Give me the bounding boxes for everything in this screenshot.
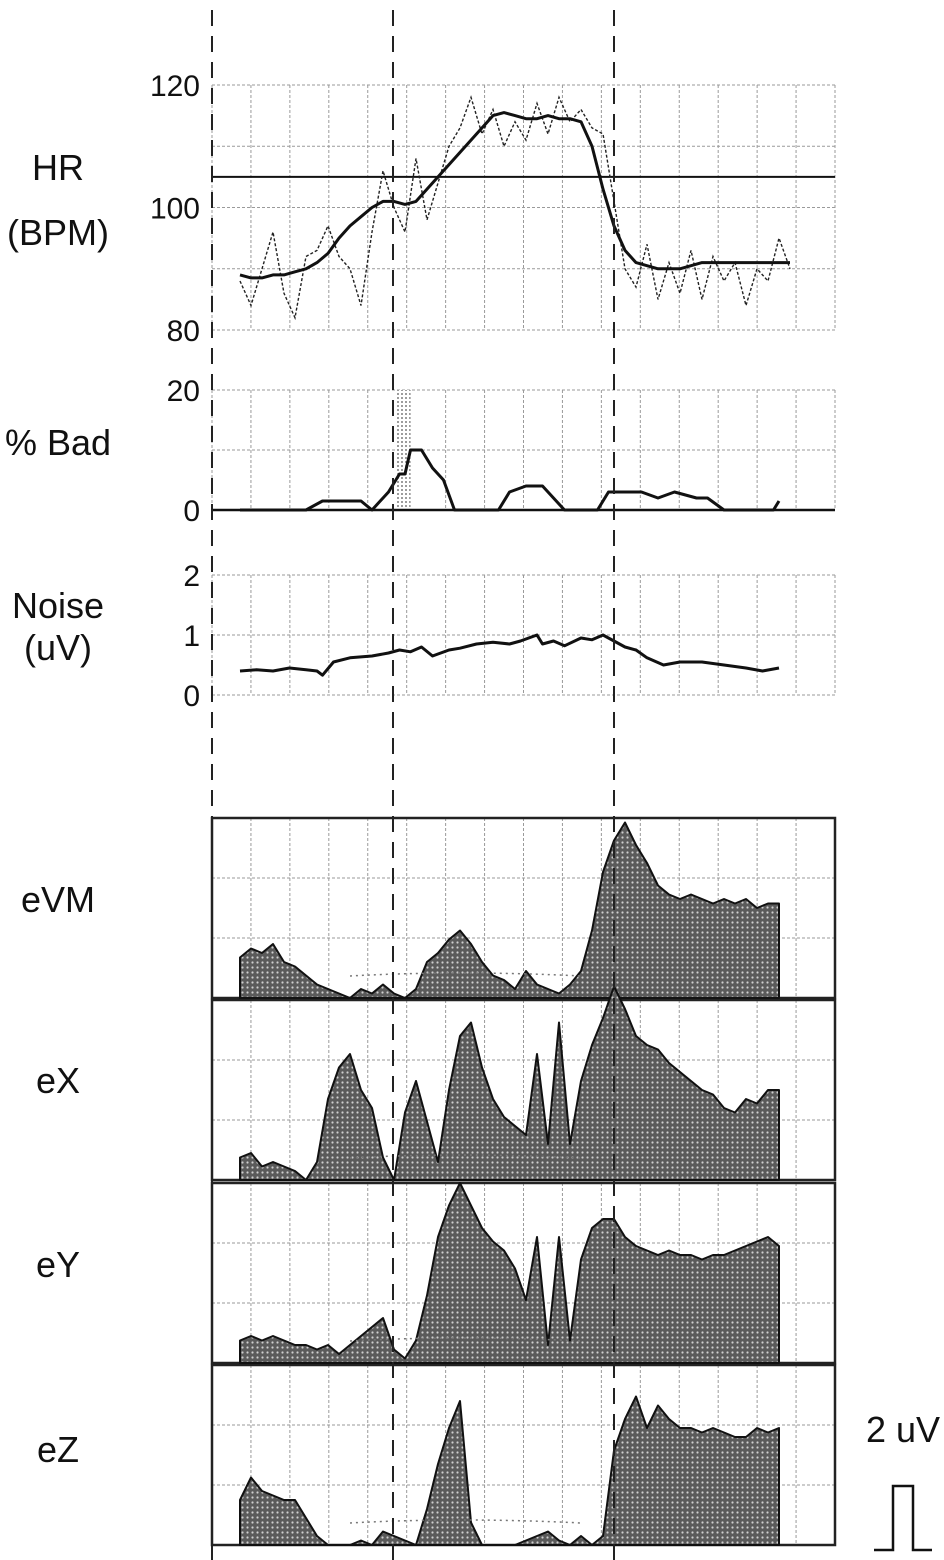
label-layer: HR (BPM) 120 100 80 % Bad 20 0 Noise(uV) 2 1 0 eVM eX…	[5, 70, 940, 1552]
area-evm	[239, 821, 780, 999]
ylabel-noise: Noise	[12, 585, 104, 626]
scale-bar-label: 2 uV	[866, 1409, 940, 1450]
ylabel-noise: (uV)	[24, 627, 92, 668]
hr-smoothed-series	[239, 111, 790, 280]
ylabel-bad: % Bad	[5, 422, 111, 463]
ylabel-evm: eVM	[21, 879, 95, 920]
ylabel-hr: (BPM)	[7, 212, 109, 253]
area-ex	[239, 985, 780, 1181]
ylabel-ey: eY	[36, 1244, 80, 1285]
area-ey	[239, 1182, 780, 1364]
ytick-label: 1	[183, 620, 200, 653]
grid-noise	[211, 574, 836, 696]
hr-raw-series	[239, 95, 791, 321]
ytick-label: 80	[167, 315, 200, 348]
ylabel-ez: eZ	[37, 1429, 79, 1470]
ytick-label: 120	[150, 70, 200, 103]
noise-series	[239, 633, 780, 677]
bad-series	[240, 448, 781, 512]
ytick-label: 2	[183, 560, 200, 593]
scale-bar: 2 uV	[866, 1409, 940, 1552]
grid-hr	[211, 84, 836, 331]
grid-bad	[211, 389, 836, 511]
ytick-label: 100	[150, 193, 200, 226]
data-layer	[212, 95, 835, 1546]
ytick-label: 0	[183, 495, 200, 528]
scale-bar-pulse	[874, 1484, 932, 1552]
ytick-label: 20	[167, 375, 200, 408]
ytick-label: 0	[183, 680, 200, 713]
bad-shaded-region	[396, 390, 411, 510]
ylabel-hr: HR	[32, 147, 84, 188]
area-ez	[239, 1395, 780, 1546]
ylabel-ex: eX	[36, 1060, 80, 1101]
